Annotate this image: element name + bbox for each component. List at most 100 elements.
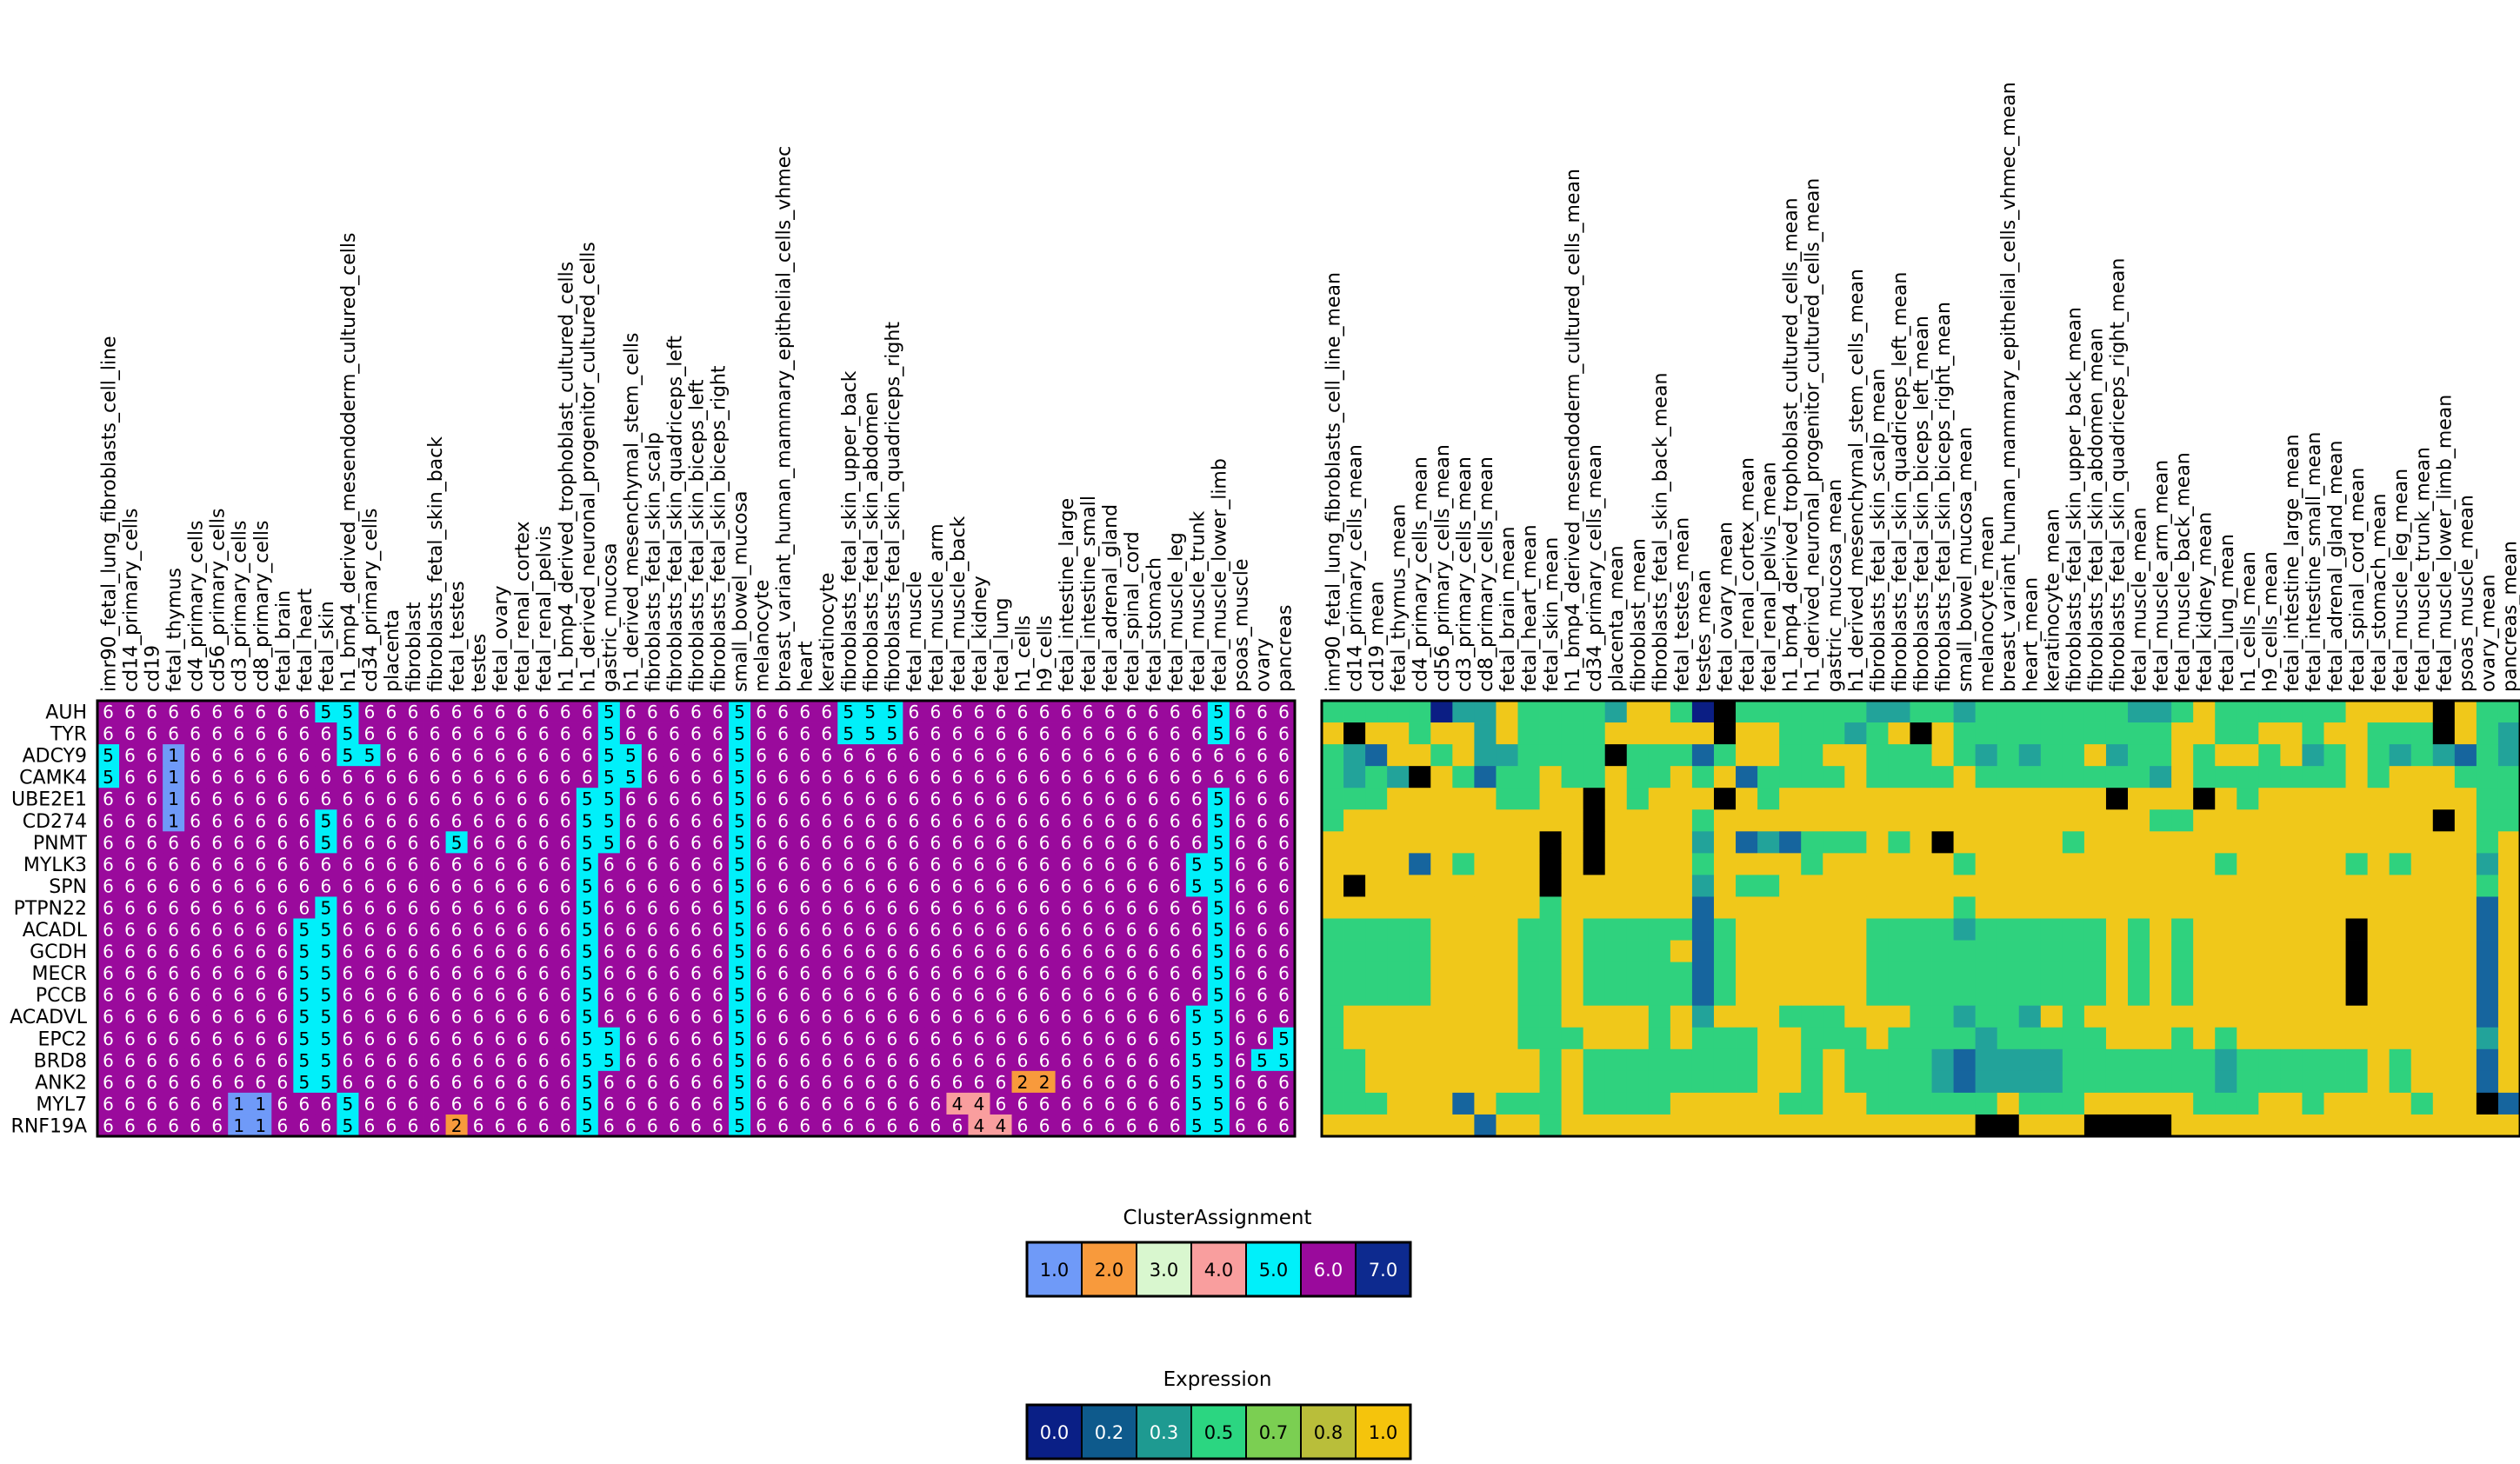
cluster-cell-label: 6 [386,897,397,918]
column-label: fetal_muscle_trunk [1187,510,1209,692]
column-label: fibroblasts_fetal_skin_quadriceps_left_m… [1890,272,1911,692]
expression-cell [1474,766,1497,789]
expression-cell [1474,809,1497,832]
cluster-cell-label: 6 [843,1115,854,1136]
cluster-cell-label: 6 [211,854,223,875]
cluster-cell-label: 6 [712,920,723,941]
cluster-cell [1077,744,1100,767]
cluster-cell [271,809,294,832]
expression-cell [1648,788,1671,810]
expression-cell [1997,1048,2020,1072]
expression-cell [1583,831,1606,854]
cluster-cell-label: 6 [451,963,463,984]
cluster-cell-label: 6 [298,810,310,831]
expression-cell [1561,875,1584,897]
cluster-cell-label: 6 [603,942,615,962]
column-label: cd3_primary_cells [230,521,251,692]
cluster-cell [423,788,446,810]
cluster-cell-label: 6 [1083,832,1094,853]
expression-cell [1496,1114,1518,1137]
cluster-cell [445,722,469,745]
expression-cell [2193,983,2216,1007]
expression-cell [2237,1070,2259,1094]
cluster-cell-label: 6 [343,920,354,941]
cluster-cell-label: 6 [364,1007,376,1028]
cluster-cell-label: 6 [386,854,397,875]
expression-cell [1779,896,1802,919]
cluster-cell-label: 6 [930,1050,942,1071]
expression-cell [1387,983,1410,1007]
cluster-cell-label: 6 [517,702,528,722]
expression-cell [1888,940,1910,962]
cluster-cell-label: 6 [952,854,963,875]
cluster-cell-label: 6 [647,745,658,766]
expression-cell [1910,788,1932,810]
expression-cell [2389,1114,2412,1137]
cluster-cell-label: 5 [886,723,897,744]
cluster-cell-label: 6 [451,1094,463,1115]
cluster-cell [445,809,469,832]
cluster-cell-label: 5 [1213,963,1224,984]
expression-cell [1823,701,1845,723]
column-label: fibroblasts_fetal_skin_biceps_left [687,379,709,692]
expression-cell [1496,788,1518,810]
expression-cell [1343,918,1366,941]
cluster-cell [1142,766,1165,789]
expression-cell [1888,1070,1910,1094]
expression-cell [2040,701,2063,723]
cluster-cell-label: 6 [974,875,985,896]
expression-cell [1736,722,1758,745]
cluster-cell-label: 6 [1257,1072,1268,1093]
expression-cell [2215,1092,2237,1115]
cluster-cell [510,788,534,810]
expression-cell [2302,875,2324,897]
expression-cell [1736,962,1758,985]
expression-cell [2410,722,2434,745]
cluster-cell-label: 6 [1126,810,1137,831]
expression-cell [2367,1114,2390,1137]
cluster-cell [293,722,316,745]
cluster-cell-label: 6 [1235,1094,1246,1115]
cluster-cell [184,809,207,832]
cluster-cell [990,809,1012,832]
cluster-cell-label: 6 [843,1094,854,1115]
cluster-cell-label: 6 [843,1072,854,1093]
cluster-cell-label: 6 [211,702,223,722]
cluster-cell-label: 6 [233,963,244,984]
cluster-cell [1163,788,1187,810]
cluster-cell [859,701,882,723]
cluster-cell-label: 6 [1061,702,1072,722]
expression-cell [2410,853,2434,875]
cluster-cell [772,788,795,810]
cluster-cell [707,701,730,723]
expression-cell [2018,788,2042,810]
expression-cell [1539,788,1562,810]
cluster-cell-label: 6 [996,1028,1007,1049]
expression-cell [1604,701,1628,723]
cluster-cell [1055,788,1078,810]
expression-cell [1801,1092,1823,1115]
expression-cell [2323,1114,2346,1137]
cluster-cell [684,809,708,832]
expression-cell [1452,744,1475,767]
cluster-cell-label: 6 [799,854,810,875]
cluster-cell-label: 6 [255,789,266,809]
cluster-cell [358,744,381,767]
cluster-cell-label: 6 [843,767,854,788]
cluster-cell-label: 6 [886,832,897,853]
expression-cell [2193,853,2216,875]
expression-cell [1757,701,1780,723]
expression-cell [2171,744,2194,767]
cluster-cell-label: 6 [603,875,615,896]
cluster-cell [707,788,730,810]
cluster-cell-label: 6 [1148,963,1159,984]
expression-cell [2497,831,2520,854]
cluster-cell-label: 6 [1235,1028,1246,1049]
expression-cell [1496,809,1518,832]
cluster-cell-label: 6 [430,702,441,722]
expression-cell [1343,983,1366,1007]
cluster-cell-label: 6 [1083,1072,1094,1093]
cluster-cell-label: 6 [908,875,919,896]
expression-cell [1931,940,1954,962]
